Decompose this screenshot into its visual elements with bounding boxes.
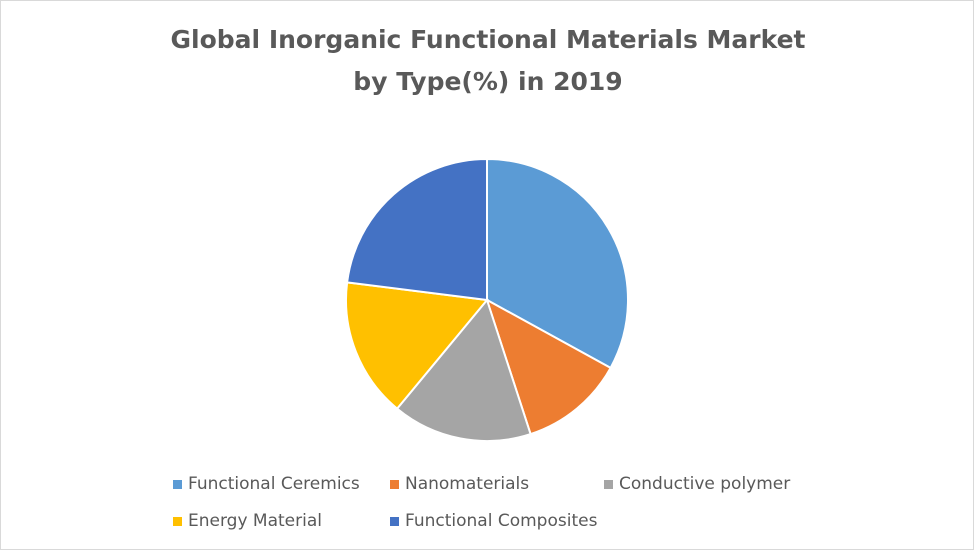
chart-title-line-2: by Type(%) in 2019 <box>353 67 623 96</box>
legend-label: Functional Composites <box>405 511 598 531</box>
legend-swatch <box>390 479 399 489</box>
legend-item: Functional Ceremics <box>173 474 360 494</box>
pie-slice-energy-material <box>345 281 489 411</box>
legend-label: Nanomaterials <box>405 474 530 494</box>
pie-slice-nanomaterials <box>485 297 612 436</box>
legend-label: Conductive polymer <box>619 474 791 494</box>
legend-swatch <box>390 516 399 526</box>
legend-swatch <box>604 479 613 489</box>
legend-item: Conductive polymer <box>604 474 790 494</box>
legend-item: Energy Material <box>173 511 322 531</box>
pie-slice-conductive-polymer <box>395 297 532 442</box>
legend-item: Functional Composites <box>390 511 597 531</box>
legend-swatch <box>173 516 182 526</box>
legend-item: Nanomaterials <box>390 474 529 494</box>
pie-slice-functional-composites <box>345 157 488 302</box>
pie-slice-functional-ceremics <box>486 157 629 370</box>
legend-label: Energy Material <box>188 511 322 531</box>
chart-title-line-1: Global Inorganic Functional Materials Ma… <box>170 25 806 54</box>
chart-title: Global Inorganic Functional Materials Ma… <box>1 19 974 103</box>
legend-swatch <box>173 479 182 489</box>
legend-label: Functional Ceremics <box>188 474 360 494</box>
